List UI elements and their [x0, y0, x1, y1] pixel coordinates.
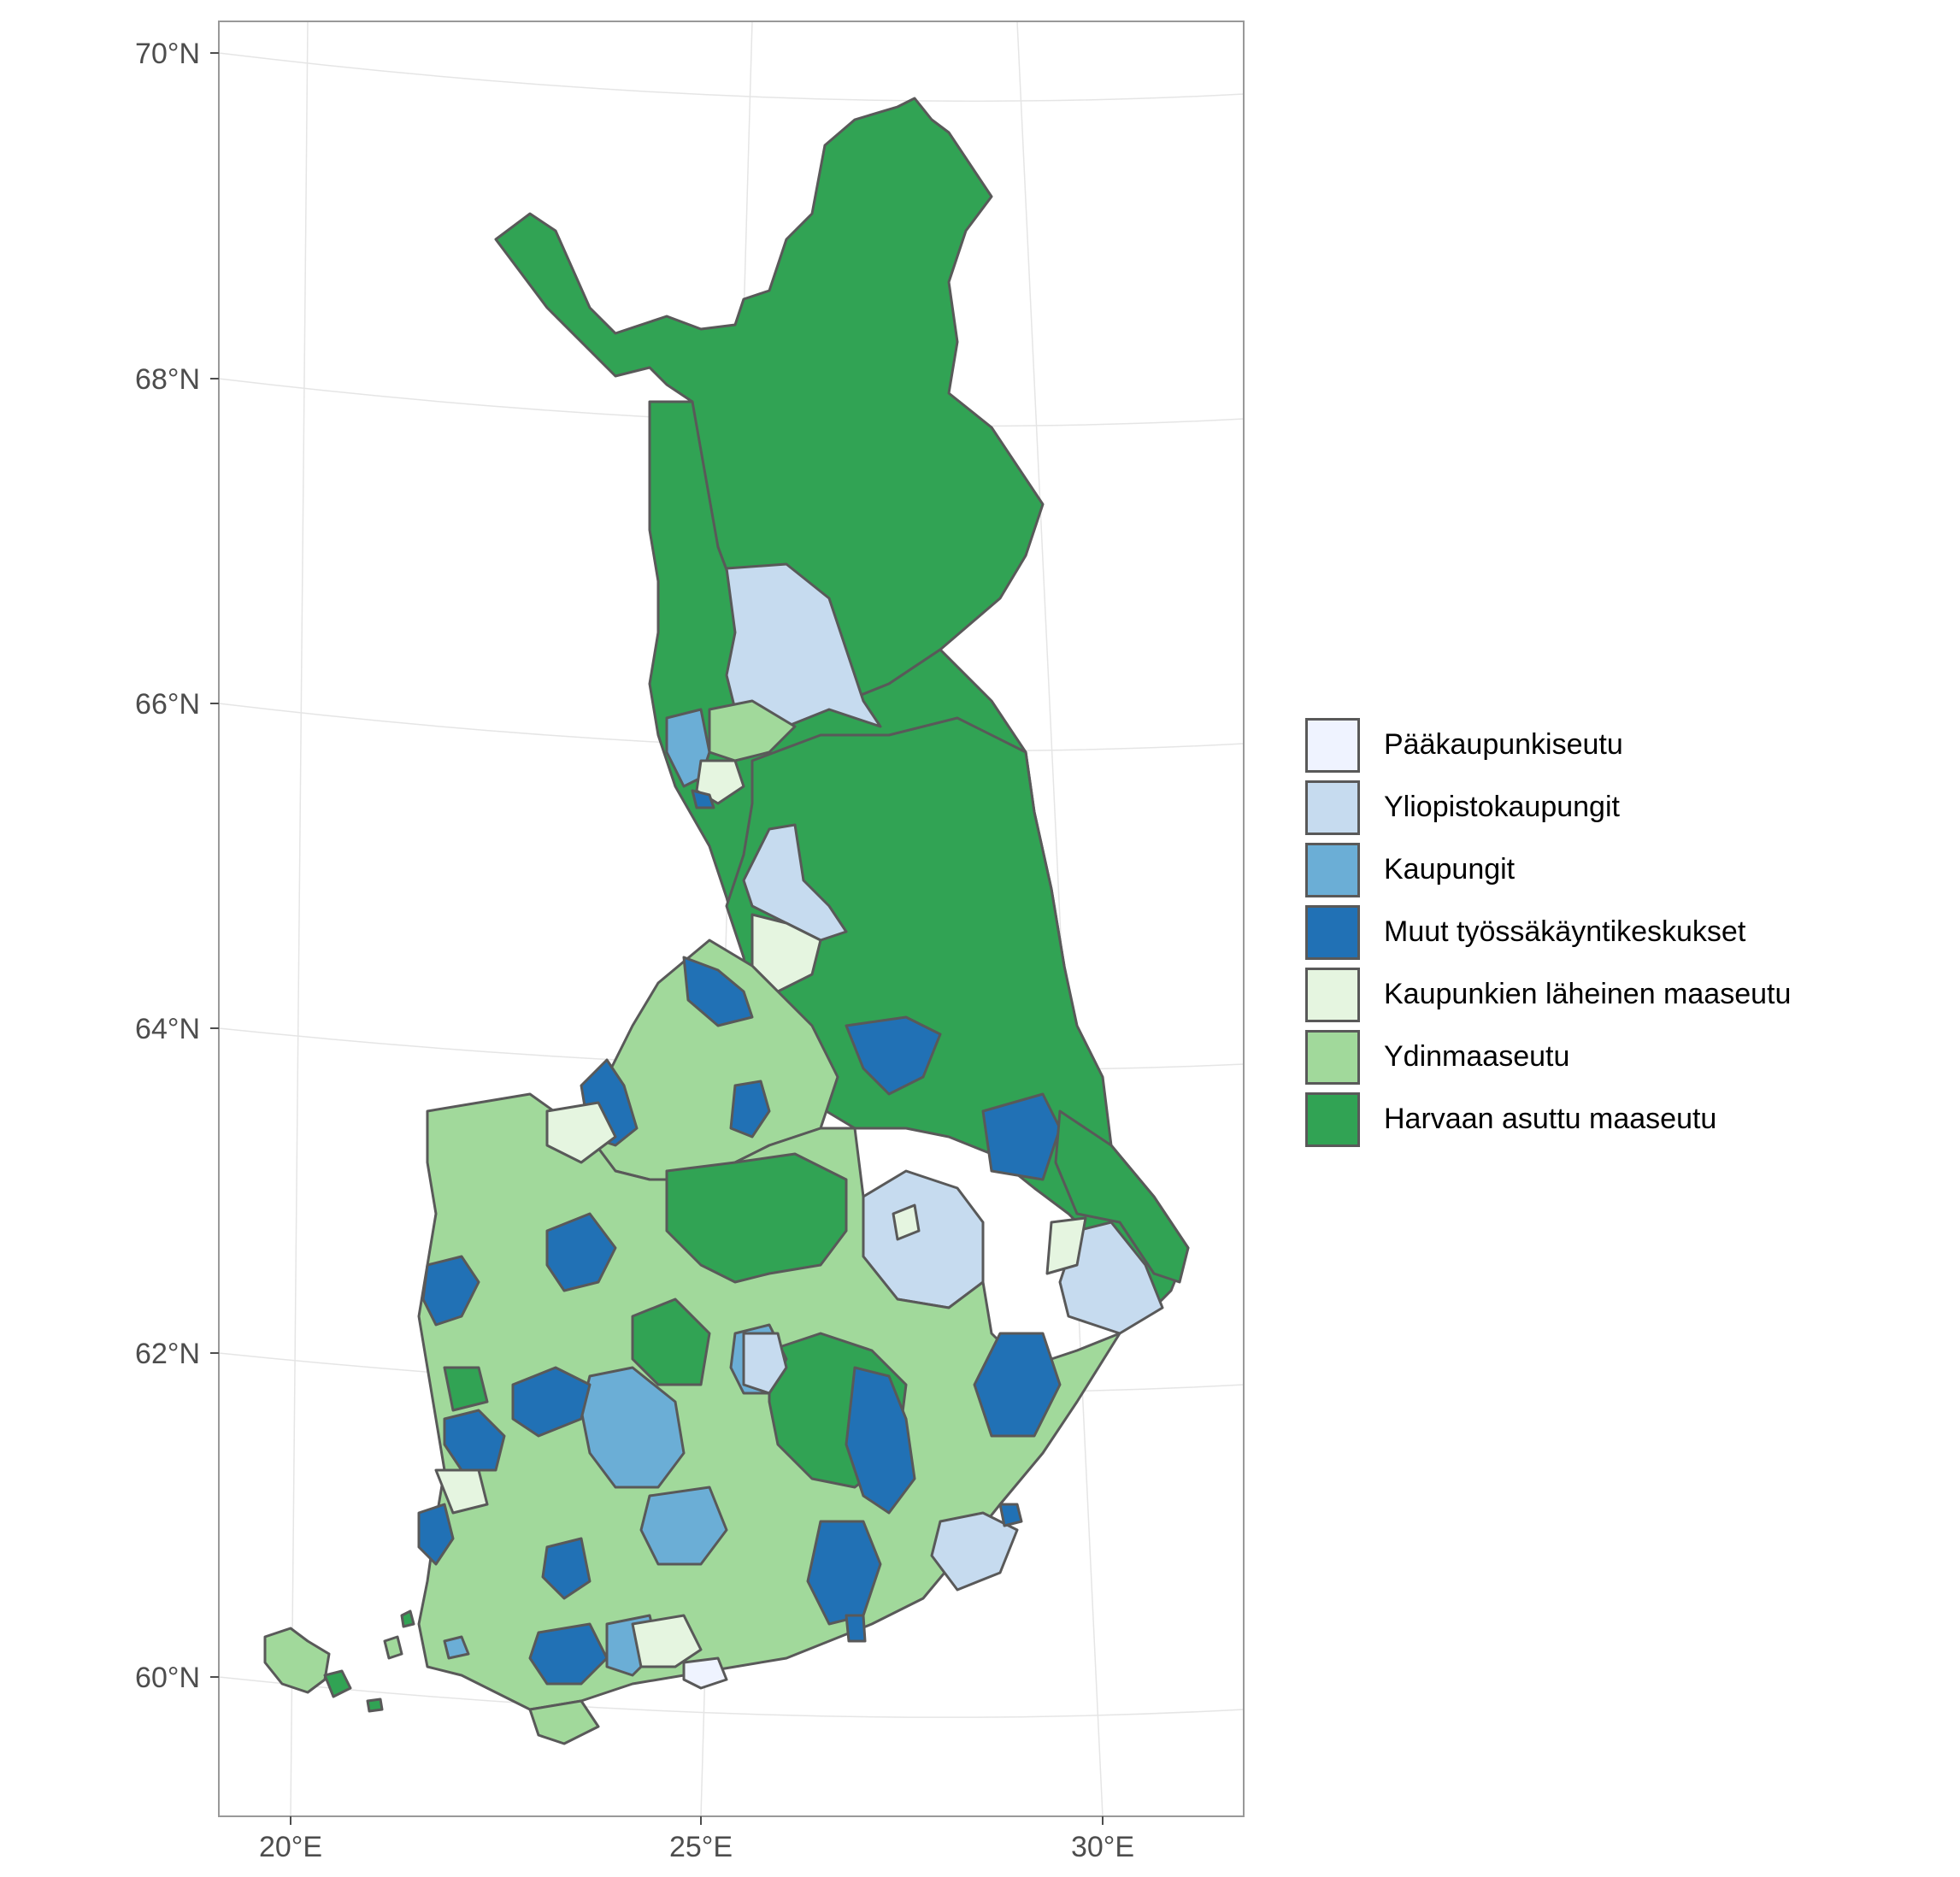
legend-item: Ydinmaaseutu: [1305, 1026, 1791, 1088]
lat-label-60: 60°N: [135, 1662, 200, 1694]
longitude-labels: 20°E 25°E 30°E: [259, 1831, 1134, 1863]
legend-swatch: [1305, 1091, 1360, 1147]
legend-swatch: [1305, 780, 1360, 835]
region-kuopio-near: [892, 1203, 921, 1241]
legend-swatch: [1305, 904, 1360, 960]
lat-label-68: 68°N: [135, 363, 200, 396]
region-south-coast-green: [528, 1699, 600, 1745]
lat-label-66: 66°N: [135, 688, 200, 721]
region-nurmes: [981, 1092, 1062, 1181]
axis-ticks: [210, 52, 1104, 1825]
municipalities: [263, 97, 1190, 1745]
legend-item: Muut työssäkäyntikeskukset: [1305, 901, 1791, 963]
region-green-central: [665, 1152, 848, 1284]
legend-item: Kaupungit: [1305, 838, 1791, 901]
legend-label: Pääkaupunkiseutu: [1384, 728, 1623, 761]
region-aland-island: [366, 1698, 384, 1713]
lon-label-20: 20°E: [259, 1831, 322, 1863]
legend-label: Kaupungit: [1384, 853, 1516, 886]
legend-swatch: [1305, 1029, 1360, 1085]
legend-label: Yliopistokaupungit: [1384, 791, 1620, 823]
legend-item: Yliopistokaupungit: [1305, 776, 1791, 838]
region-tampere: [580, 1366, 686, 1489]
legend-item: Pääkaupunkiseutu: [1305, 714, 1791, 776]
legend-label: Ydinmaaseutu: [1384, 1040, 1570, 1073]
legend-label: Muut työssäkäyntikeskukset: [1384, 915, 1746, 948]
legend-item: Kaupunkien läheinen maaseutu: [1305, 963, 1791, 1026]
region-vaasa: [421, 1255, 480, 1327]
region-kajaani: [845, 1015, 942, 1096]
region-jyvaskyla: [742, 1332, 788, 1395]
region-tornio-near: [695, 759, 745, 805]
region-kemi-town: [691, 789, 715, 809]
region-ylivieska: [729, 1080, 771, 1139]
region-central-near1: [545, 1101, 617, 1164]
lon-label-25: 25°E: [669, 1831, 733, 1863]
lat-label-70: 70°N: [135, 38, 200, 70]
latitude-labels: 70°N 68°N 66°N 64°N 62°N 60°N: [135, 38, 200, 1694]
region-vaasa-north: [443, 1366, 489, 1412]
legend-swatch: [1305, 717, 1360, 773]
region-east-karelia: [1054, 1109, 1190, 1284]
region-hameenlinna: [541, 1537, 592, 1600]
region-pori: [443, 1409, 506, 1472]
region-helsinki: [682, 1656, 728, 1690]
region-uusimaa-near: [631, 1614, 703, 1668]
region-kotka: [845, 1614, 867, 1643]
legend-label: Kaupunkien läheinen maaseutu: [1384, 978, 1792, 1010]
region-rovaniemi: [725, 562, 882, 728]
region-rauma: [417, 1503, 455, 1566]
panel-border: [218, 21, 1245, 1817]
region-turku: [528, 1622, 609, 1686]
legend-label: Harvaan asuttu maaseutu: [1384, 1103, 1717, 1135]
legend-item: Harvaan asuttu maaseutu: [1305, 1088, 1791, 1150]
region-tampere-core: [511, 1366, 592, 1438]
region-joensuu: [1058, 1221, 1164, 1335]
region-raahe: [682, 956, 754, 1027]
region-archipelago-island3: [443, 1635, 470, 1660]
lat-label-62: 62°N: [135, 1338, 200, 1370]
lat-label-64: 64°N: [135, 1013, 200, 1045]
legend: Pääkaupunkiseutu Yliopistokaupungit Kaup…: [1305, 714, 1791, 1150]
lon-label-30: 30°E: [1071, 1831, 1134, 1863]
region-aland: [263, 1627, 331, 1694]
region-savonlinna: [973, 1332, 1062, 1438]
region-archipelago-island2: [400, 1609, 415, 1628]
region-near-kemi: [708, 699, 797, 762]
region-mikkeli: [845, 1366, 916, 1515]
region-joensuu-near: [1045, 1216, 1087, 1275]
region-lakeland-green: [631, 1297, 711, 1386]
legend-swatch: [1305, 842, 1360, 897]
region-imatra: [998, 1503, 1023, 1527]
region-aland-east: [323, 1669, 352, 1698]
region-lappeenranta: [930, 1511, 1019, 1592]
legend-swatch: [1305, 967, 1360, 1022]
region-seinajoki: [545, 1212, 617, 1292]
region-archipelago-island1: [383, 1635, 403, 1660]
region-pori-near: [434, 1468, 489, 1515]
region-oulu: [742, 823, 848, 942]
region-lahti: [639, 1486, 728, 1566]
